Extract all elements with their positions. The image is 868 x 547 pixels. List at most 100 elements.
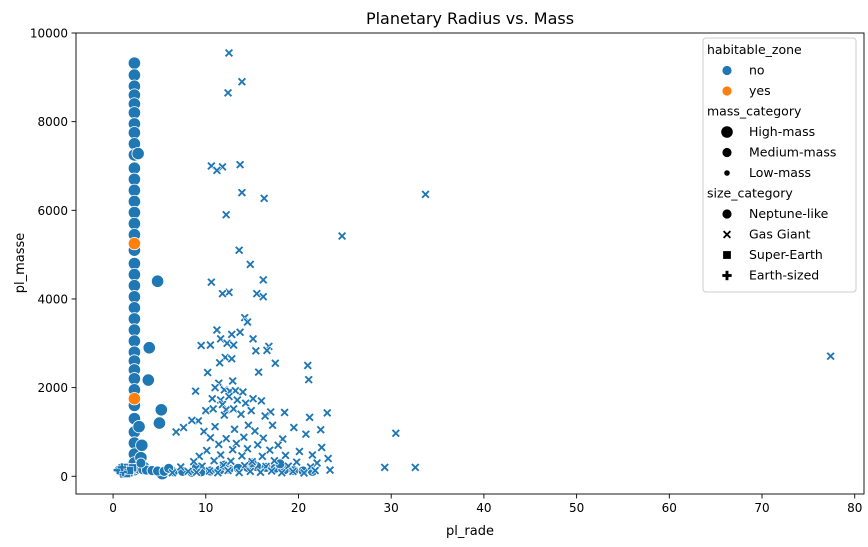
data-point xyxy=(294,446,305,457)
data-point xyxy=(223,87,233,98)
data-point xyxy=(279,407,290,418)
data-point xyxy=(302,360,313,371)
data-point xyxy=(127,183,142,197)
data-point xyxy=(322,407,333,418)
data-point xyxy=(127,106,142,120)
data-point xyxy=(226,329,237,340)
data-point xyxy=(252,439,263,450)
data-point xyxy=(117,462,127,473)
data-point xyxy=(186,415,197,426)
data-point xyxy=(171,427,182,437)
data-point xyxy=(307,450,318,460)
series-3 xyxy=(167,48,836,478)
data-point xyxy=(288,422,299,433)
series-0 xyxy=(127,56,169,481)
data-point xyxy=(325,465,335,475)
data-point xyxy=(210,382,220,393)
data-point xyxy=(288,466,298,477)
data-point xyxy=(280,450,291,461)
x-tick-label: 60 xyxy=(662,501,677,515)
data-point xyxy=(205,340,216,350)
data-point xyxy=(234,467,245,478)
data-point xyxy=(131,146,145,161)
data-point xyxy=(316,442,327,453)
data-point xyxy=(245,466,256,477)
x-axis-label: pl_rade xyxy=(446,524,494,539)
data-point xyxy=(204,466,215,476)
data-point xyxy=(196,340,207,351)
data-point xyxy=(245,259,256,270)
data-point xyxy=(226,353,237,364)
legend-marker xyxy=(720,125,734,139)
data-point xyxy=(260,411,271,421)
data-point xyxy=(262,345,272,356)
data-point xyxy=(228,340,239,350)
data-point xyxy=(253,367,264,377)
data-point xyxy=(213,439,224,450)
data-point xyxy=(237,76,247,87)
data-point xyxy=(224,391,234,402)
data-point xyxy=(141,373,155,387)
data-point xyxy=(237,450,247,461)
data-point xyxy=(390,428,401,439)
data-point xyxy=(258,433,269,444)
data-point xyxy=(200,405,211,416)
data-point xyxy=(246,405,257,416)
data-point xyxy=(299,468,309,478)
data-point xyxy=(142,341,156,355)
data-point xyxy=(212,467,223,478)
data-point xyxy=(217,288,228,299)
data-point xyxy=(210,421,220,432)
data-point xyxy=(231,438,242,449)
data-point xyxy=(150,274,165,288)
data-point xyxy=(219,410,230,420)
series-5 xyxy=(113,462,128,479)
data-point xyxy=(229,424,240,435)
legend-label: no xyxy=(749,63,765,78)
legend-label: Gas Giant xyxy=(749,227,811,242)
data-point xyxy=(127,217,142,231)
data-point xyxy=(167,467,178,478)
data-point xyxy=(256,396,267,406)
plot-frame xyxy=(75,32,865,495)
legend-marker xyxy=(721,147,733,158)
data-point xyxy=(127,68,142,82)
data-point xyxy=(276,467,287,478)
data-point xyxy=(208,404,219,414)
y-tick-label: 6000 xyxy=(37,204,68,218)
data-point xyxy=(127,205,142,220)
legend-marker xyxy=(721,208,733,220)
data-point xyxy=(132,420,146,434)
data-point xyxy=(209,455,220,466)
y-tick-label: 2000 xyxy=(37,381,68,395)
data-point xyxy=(236,409,246,420)
data-point xyxy=(206,277,217,288)
data-point xyxy=(127,372,142,386)
data-point xyxy=(235,159,245,170)
x-tick-label: 30 xyxy=(384,501,399,515)
data-point xyxy=(205,432,216,443)
data-point xyxy=(127,161,142,175)
data-point xyxy=(258,291,269,302)
legend-marker xyxy=(721,85,733,97)
data-point xyxy=(127,323,142,337)
data-point xyxy=(255,467,266,478)
legend-marker xyxy=(723,169,731,177)
data-point xyxy=(235,327,245,338)
x-axis: 0 10 20 30 40 50 60 70 80 xyxy=(109,494,862,515)
data-point xyxy=(188,456,199,467)
data-point xyxy=(221,209,232,220)
data-point xyxy=(127,290,142,304)
data-point xyxy=(250,426,260,436)
data-point xyxy=(227,444,238,455)
data-point xyxy=(304,412,315,423)
data-point xyxy=(127,312,142,326)
chart-title: Planetary Radius vs. Mass xyxy=(366,9,574,28)
data-point xyxy=(127,172,142,186)
data-point xyxy=(127,194,142,209)
x-tick-label: 40 xyxy=(476,501,491,515)
data-point xyxy=(303,374,314,385)
x-tick-label: 10 xyxy=(198,501,213,515)
